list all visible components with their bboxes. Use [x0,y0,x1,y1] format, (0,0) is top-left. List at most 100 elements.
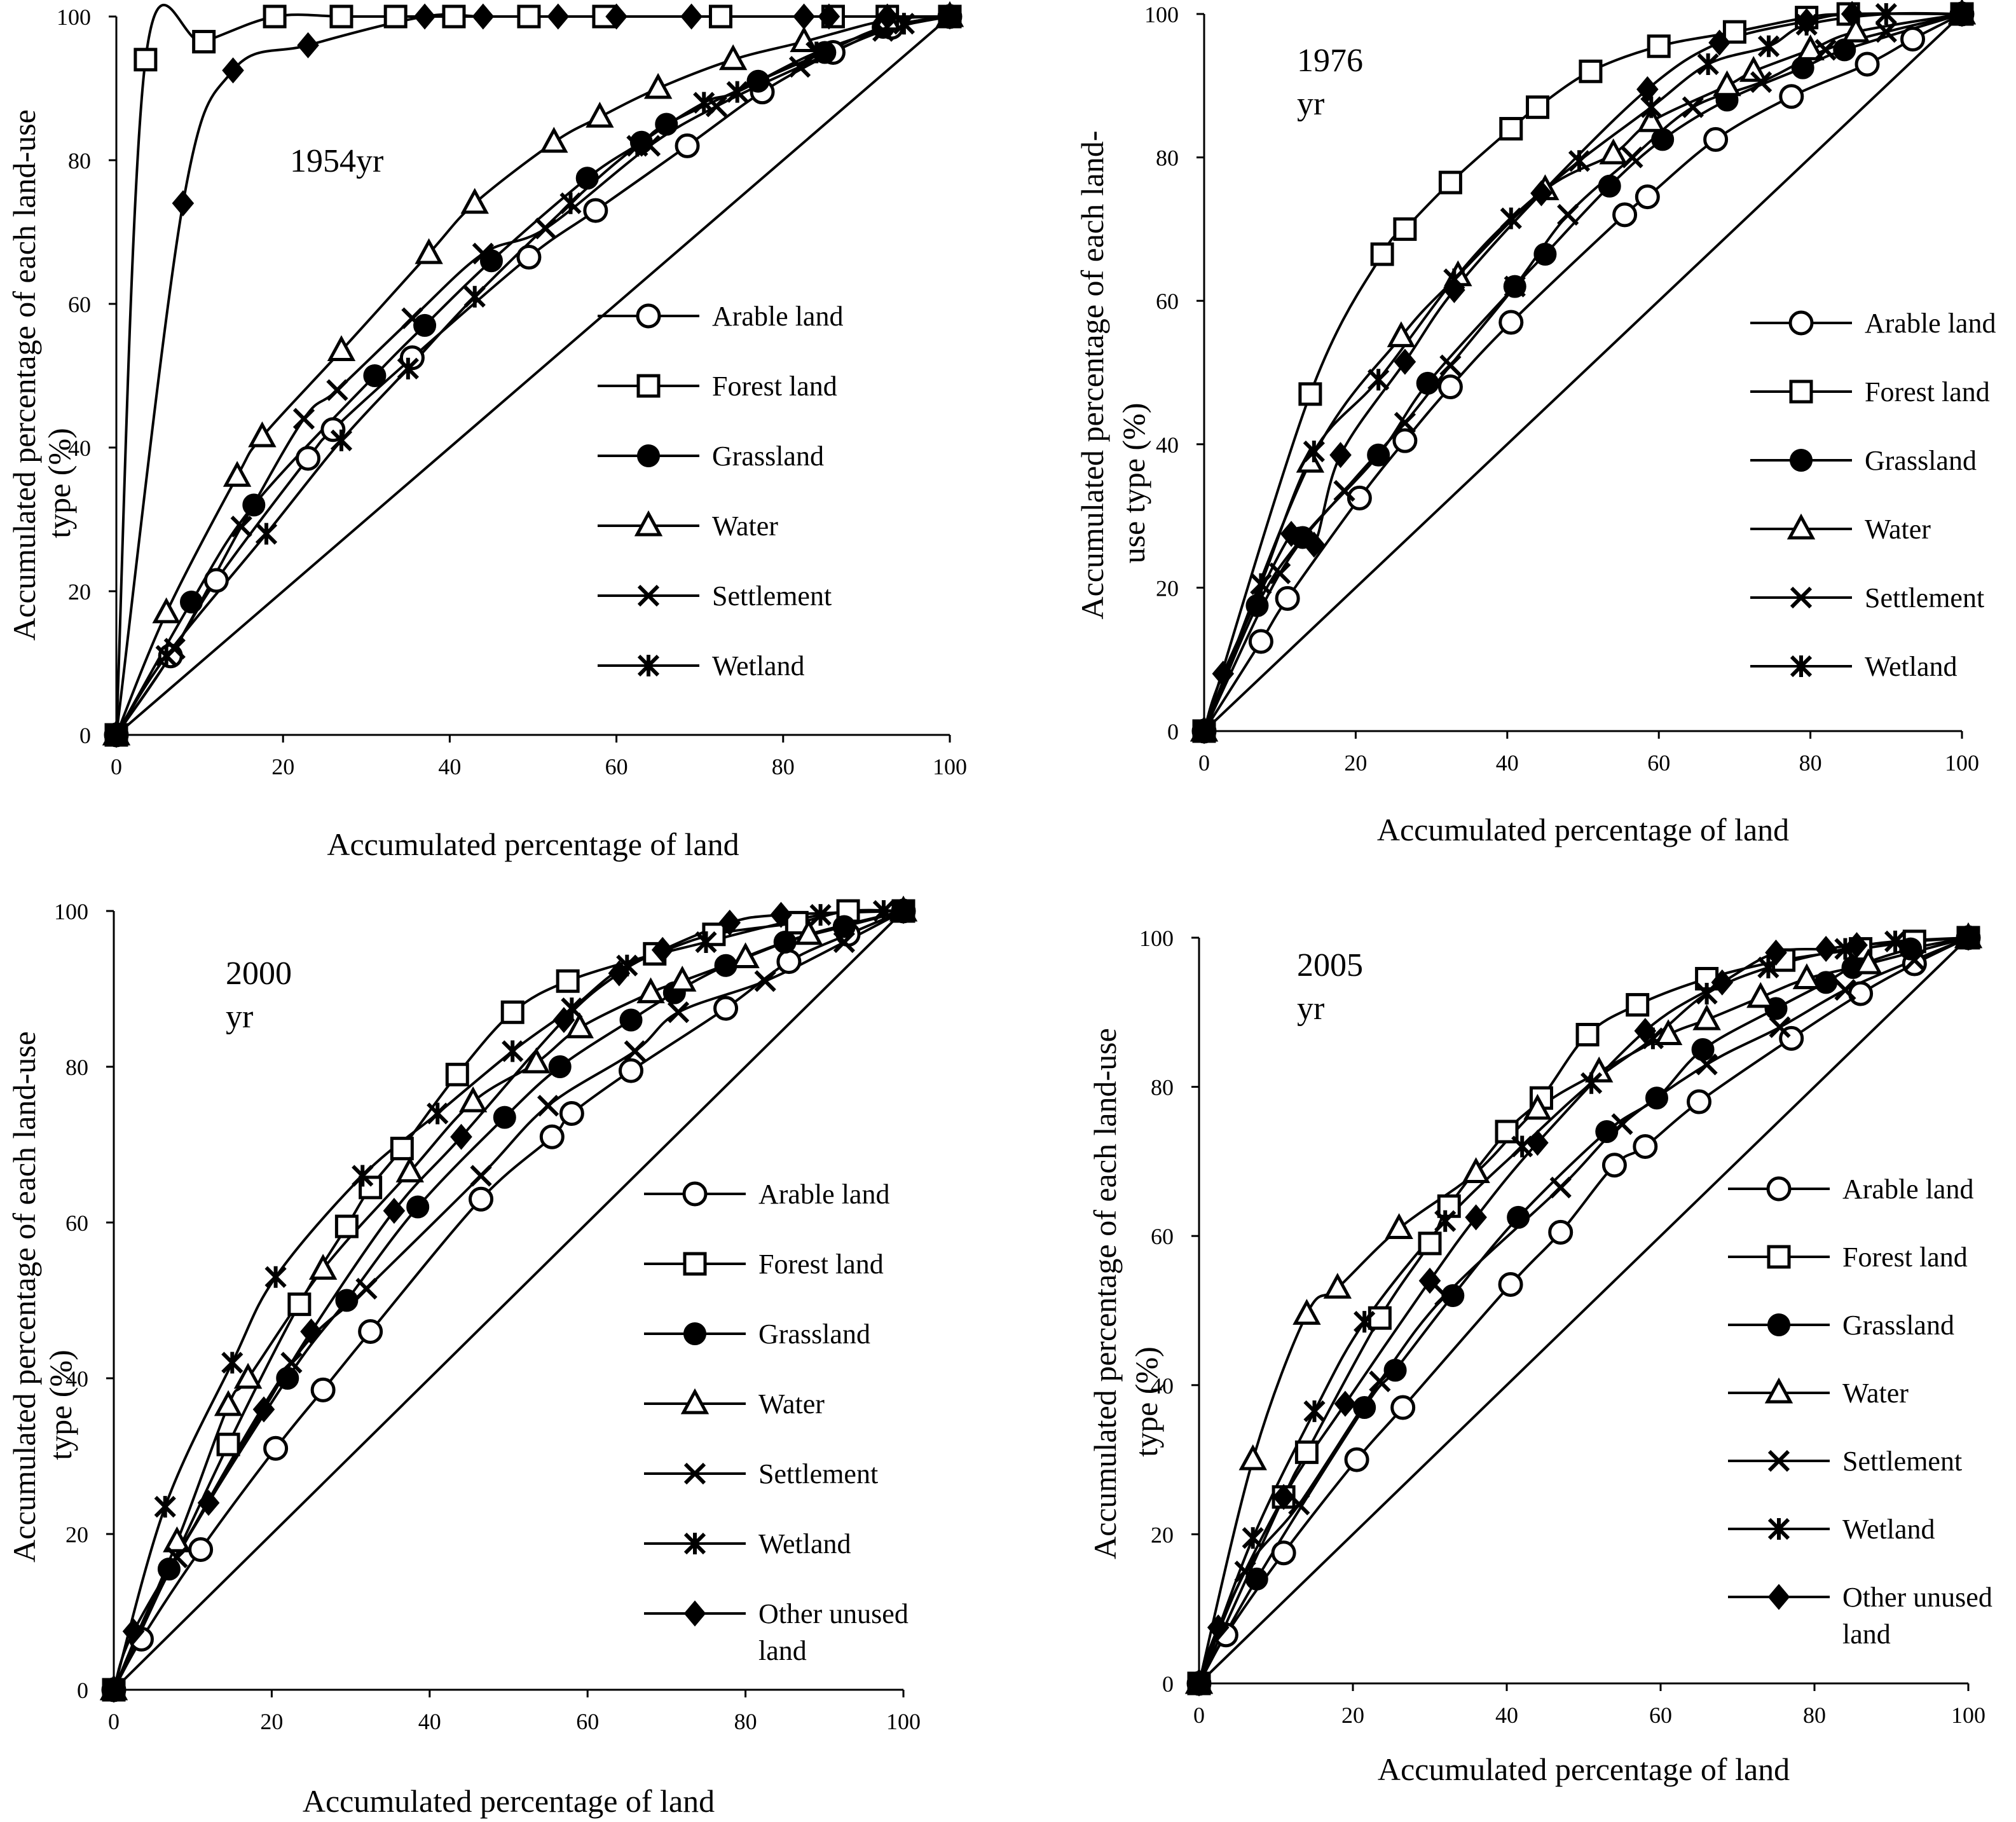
legend-marker [1766,1176,1792,1202]
series-markers-other-unused-land [105,3,961,748]
y-tick-label: 80 [1151,1075,1174,1100]
data-point-grassland [1598,174,1621,198]
data-point-forest-land [1437,1194,1461,1218]
data-point-forest-land [445,1062,469,1086]
y-tick-label: 80 [68,148,91,174]
data-point-grassland [1245,594,1269,617]
data-point-other-unused-land [222,57,244,84]
data-point-water [1854,948,1882,975]
data-point-grassland [1245,1567,1268,1591]
data-point-arable-land [1633,1134,1658,1159]
legend-marker [636,303,661,329]
data-point-forest-land [1418,1231,1442,1256]
data-point-grassland [1507,1205,1530,1229]
legend-item-settlement: Settlement [1728,1446,1962,1477]
data-point-forest-land [1575,1022,1600,1046]
data-point-water [731,942,760,968]
data-point-water [718,44,748,71]
data-point-water [1739,56,1768,82]
data-point-other-unused-land [1795,8,1818,34]
data-point-arable-land [1498,310,1524,335]
legend-label: Arable land [1865,308,1996,339]
data-point-arable-land [1687,1089,1711,1114]
x-tick-label: 40 [418,1709,441,1734]
data-point-arable-land [1703,127,1729,152]
legend-item-arable-land: Arable land [1750,308,1996,339]
data-point-water [1462,1157,1490,1183]
data-point-other-unused-land [680,3,703,30]
data-point-other-unused-land [472,3,495,30]
data-point-wetland [806,41,828,64]
data-point-arable-land [1248,629,1273,654]
legend-label: Grassland [712,441,824,472]
legend-label: Arable land [712,301,843,332]
data-point-settlement [1333,479,1355,502]
data-point-other-unused-land [651,936,674,963]
y-tick-label: 100 [1144,2,1179,27]
data-point-arable-land [1347,485,1372,510]
legend-marker [683,1252,707,1276]
chart-year-label: 2000 [226,956,292,992]
x-tick-label: 20 [271,754,294,779]
data-point-settlement [401,307,423,329]
data-point-arable-land [539,1124,565,1149]
data-point-wetland [559,192,582,214]
y-tick-label: 80 [65,1055,88,1080]
x-tick-label: 60 [576,1709,599,1734]
legend-item-forest-land: Forest land [1728,1242,1968,1273]
data-point-settlement [166,1546,188,1568]
data-point-water [1713,70,1741,97]
x-axis-label: Accumulated percentage of land [1378,1751,1790,1787]
chart-panel-3: 0 20 40 60 80 100 0 20 40 60 80 100 2000 yr Arable lan… [6,895,921,1819]
data-point-forest-land [192,30,216,54]
data-point-arable-land [263,1435,289,1461]
data-point-water [668,966,697,992]
data-point-arable-land [1548,1219,1574,1245]
data-point-forest-land [383,4,408,29]
y-tick-label: 60 [1156,289,1179,314]
data-point-settlement [470,1165,492,1187]
legend-label: Wetland [712,650,805,682]
data-point-other-unused-land [1530,180,1553,207]
data-point-arable-land [1390,1395,1416,1420]
data-point-grassland [157,1558,181,1581]
data-point-wetland [1757,35,1780,57]
data-point-settlement [280,1352,303,1374]
data-point-grassland [335,1289,359,1312]
data-point-grassland [1383,1359,1407,1382]
y-tick-label: 80 [1156,146,1179,171]
legend-label: Arable land [758,1179,889,1210]
equality-line [1198,936,1970,1685]
data-point-grassland [1533,242,1557,266]
legend-marker [1764,1377,1793,1404]
legend-marker [637,654,660,677]
y-axis-label-line-2: use type (%) [1116,403,1151,564]
legend-item-grassland: Grassland [1750,445,1977,476]
data-point-other-unused-land [1846,932,1868,959]
legend-item-water: Water [644,1388,825,1420]
y-tick-label: 40 [65,1366,88,1392]
data-point-other-unused-land [1272,1484,1295,1510]
data-point-wetland [1368,369,1390,391]
data-point-water [248,421,277,448]
data-point-forest-land [287,1292,312,1317]
data-point-other-unused-land [1334,1390,1357,1417]
data-point-water [395,1156,424,1182]
data-point-water [643,72,673,99]
legend-item-water: Water [1728,1377,1909,1409]
y-tick-label: 40 [68,435,91,461]
data-point-settlement [537,1095,559,1117]
legend-label: Wetland [1842,1514,1935,1545]
data-point-arable-land [619,1058,644,1083]
data-point-wetland [1354,1310,1376,1333]
y-axis-label: Accumulated percentage of each land-use [6,1031,42,1563]
data-point-water [1841,16,1870,43]
data-point-grassland [575,167,599,190]
x-tick-label: 60 [1649,1702,1672,1728]
data-point-other-unused-land [1841,1,1863,27]
series-line-wetland [113,909,904,1690]
legend-item-grassland: Grassland [598,441,824,472]
data-point-other-unused-land [297,32,319,58]
data-point-arable-land [1392,428,1418,453]
data-point-grassland [746,69,770,93]
